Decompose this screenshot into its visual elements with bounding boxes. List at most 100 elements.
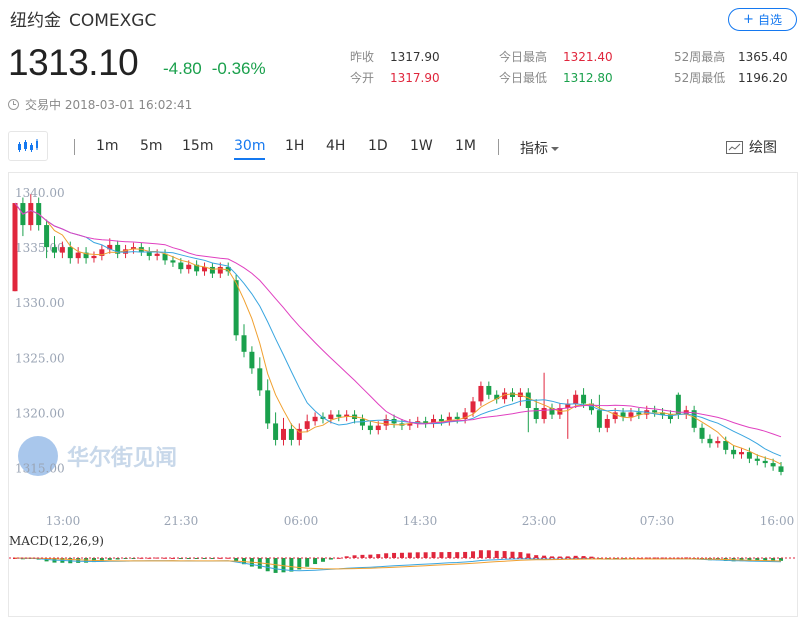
candle-body [431, 419, 437, 424]
draw-label: 绘图 [749, 140, 777, 156]
draw-button[interactable]: 绘图 [726, 137, 777, 157]
y-tick-label: 1315.00 [15, 461, 65, 475]
y-tick-label: 1335.00 [15, 241, 65, 255]
day-low-label: 今日最低 [499, 71, 548, 85]
candle-body [581, 394, 587, 404]
candle-body [12, 203, 18, 292]
candle-body [762, 460, 768, 464]
macd-bar [510, 551, 515, 558]
day-low-value: 1312.80 [563, 70, 613, 85]
period-tab-1W[interactable]: 1W [410, 138, 433, 154]
candle-body [312, 416, 318, 422]
candle-body [407, 423, 413, 426]
candlestick-toggle[interactable] [8, 131, 48, 161]
candle-body [225, 266, 231, 272]
candle-body [202, 266, 208, 272]
candle-body [588, 403, 594, 411]
macd-bar [99, 558, 104, 562]
macd-bar [305, 558, 310, 567]
candle-body [533, 407, 539, 420]
instrument-title: 纽约金 COMEXGC [10, 6, 164, 31]
candle-body [754, 458, 760, 461]
macd-bar [194, 558, 199, 559]
instrument-name: 纽约金 [10, 11, 61, 31]
price-change-value: -4.80 [163, 59, 202, 78]
candle-body [249, 351, 255, 369]
watermark-circle-icon [18, 436, 58, 476]
candle-body [383, 419, 389, 426]
candle-body [549, 407, 555, 415]
day-high-value: 1321.40 [563, 49, 613, 64]
macd-bar [573, 555, 578, 558]
macd-bar [186, 558, 191, 559]
candle-body [573, 394, 579, 404]
period-tab-1D[interactable]: 1D [368, 138, 388, 154]
macd-bar [76, 558, 81, 563]
caret-down-icon [551, 147, 559, 151]
price-chart[interactable]: 华尔街见闻 1340.00 1335.00 1330.00 1325.00 1320.00… [8, 172, 798, 617]
candle-body [107, 244, 113, 250]
candle-body [612, 412, 618, 420]
macd-bar [352, 555, 357, 558]
macd-bar [423, 552, 428, 558]
macd-bar [297, 558, 302, 570]
period-tab-1M[interactable]: 1M [455, 138, 476, 154]
indicator-dropdown[interactable]: 指标 [520, 138, 559, 158]
candle-body [375, 425, 381, 431]
last-price: 1313.10 [8, 42, 139, 83]
toolbar-divider [498, 139, 499, 155]
period-tab-1H[interactable]: 1H [285, 138, 305, 154]
wk52-low-value: 1196.20 [738, 70, 788, 85]
macd-bar [502, 551, 507, 558]
open-value: 1317.90 [390, 70, 440, 85]
x-tick-label: 23:00 [522, 514, 557, 528]
macd-bar [779, 558, 783, 561]
ma-long-line [14, 202, 782, 438]
x-tick-label: 16:00 [760, 514, 795, 528]
candle-body [123, 249, 129, 254]
candle-body [59, 247, 65, 253]
market-status: 交易中 2018-03-01 16:02:41 [8, 96, 192, 113]
period-tab-1m[interactable]: 1m [96, 138, 119, 154]
macd-bar [218, 557, 223, 559]
y-tick-label: 1330.00 [15, 296, 65, 310]
candle-body [746, 452, 752, 459]
candle-body [367, 425, 373, 431]
add-to-watchlist-button[interactable]: + 自选 [728, 8, 797, 31]
x-tick-label: 14:30 [403, 514, 438, 528]
macd-bar [439, 552, 444, 558]
macd-bar [368, 554, 373, 558]
x-tick-label: 21:30 [164, 514, 199, 528]
period-tab-5m[interactable]: 5m [140, 138, 163, 154]
candle-body [778, 466, 784, 472]
y-tick-label: 1320.00 [15, 406, 65, 420]
period-tab-15m[interactable]: 15m [182, 138, 214, 154]
candle-body [470, 401, 476, 413]
macd-bar [755, 558, 760, 562]
macd-bar [107, 558, 112, 560]
macd-bar [534, 555, 539, 558]
candle-body [91, 255, 97, 259]
candle-body [154, 253, 160, 256]
macd-bar [526, 553, 531, 558]
macd-bar [478, 550, 483, 558]
period-tab-30m[interactable]: 30m [234, 138, 266, 160]
candlestick-chart-svg[interactable]: 华尔街见闻 1340.00 1335.00 1330.00 1325.00 1320.00… [9, 173, 797, 616]
macd-bar [581, 556, 586, 558]
macd-bar [455, 552, 460, 558]
candle-body [273, 423, 279, 440]
x-tick-label: 13:00 [46, 514, 81, 528]
period-tab-4H[interactable]: 4H [326, 138, 346, 154]
macd-bar [210, 558, 215, 559]
macd-bar [273, 558, 278, 573]
instrument-code: COMEXGC [69, 11, 157, 31]
candle-body [162, 253, 168, 261]
candle-body [170, 260, 176, 263]
macd-bar [407, 552, 412, 558]
candle-body [265, 390, 271, 424]
macd-bar [771, 558, 776, 561]
candle-body [652, 410, 658, 413]
day-high-label: 今日最高 [499, 50, 548, 64]
candle-body [502, 392, 508, 400]
candle-body [328, 414, 334, 420]
